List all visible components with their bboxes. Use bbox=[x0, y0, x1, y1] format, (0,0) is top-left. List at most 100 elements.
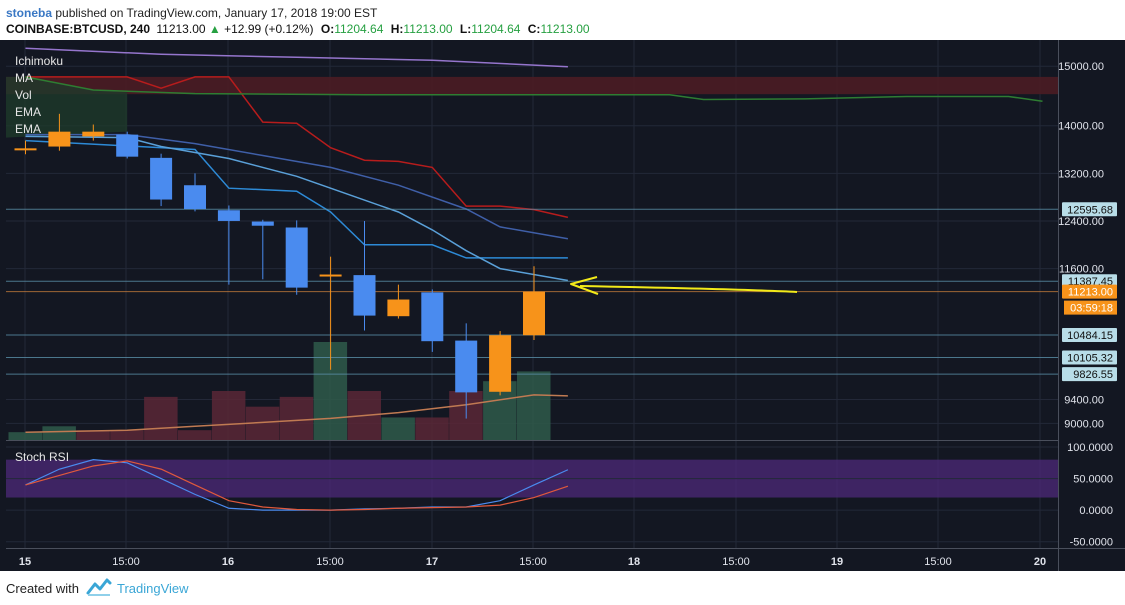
volume-bar bbox=[76, 430, 110, 440]
footer: Created with TradingView bbox=[0, 571, 1125, 605]
stoch-d-line bbox=[25, 460, 569, 511]
legend-ma[interactable]: MA bbox=[15, 71, 33, 85]
volume-bar bbox=[381, 417, 415, 440]
time-tick-label: 20 bbox=[1034, 556, 1046, 568]
time-tick-label: 15:00 bbox=[316, 556, 344, 568]
legend-ichimoku[interactable]: Ichimoku bbox=[15, 54, 64, 68]
price-label-box bbox=[1062, 284, 1117, 299]
volume-bar bbox=[415, 417, 449, 440]
price-tick-label: 15000.00 bbox=[1058, 61, 1104, 73]
candle-body bbox=[82, 131, 105, 137]
candle-body bbox=[455, 340, 478, 393]
time-tick-label: 18 bbox=[628, 556, 640, 568]
price-label: 12595.68 bbox=[1067, 204, 1113, 216]
volume-bar bbox=[211, 391, 246, 440]
high-value: 11213.00 bbox=[403, 22, 453, 36]
price-tick-label: 13200.00 bbox=[1058, 168, 1104, 180]
high-label: H: bbox=[390, 22, 404, 36]
candle-body bbox=[285, 227, 308, 288]
last-price: 11213.00 bbox=[156, 22, 206, 36]
change-value: +12.99 (+0.12%) bbox=[224, 22, 314, 36]
volume-bar bbox=[144, 396, 178, 440]
indicator-line-purple bbox=[25, 47, 568, 68]
volume-bar bbox=[279, 396, 314, 440]
volume-bar bbox=[517, 371, 551, 440]
annotation-arrow-head bbox=[570, 276, 599, 295]
price-tick-label: 14000.00 bbox=[1058, 121, 1104, 133]
candle-body bbox=[319, 274, 342, 277]
candle-body bbox=[48, 131, 71, 147]
publish-line: stoneba published on TradingView.com, Ja… bbox=[6, 6, 377, 20]
low-value: 11204.64 bbox=[471, 22, 521, 36]
candle-body bbox=[523, 291, 545, 336]
chart-header: stoneba published on TradingView.com, Ja… bbox=[0, 0, 1125, 40]
tradingview-brand-link[interactable]: TradingView bbox=[117, 581, 189, 596]
time-tick-label: 15:00 bbox=[924, 556, 952, 568]
price-tick-label: 12400.00 bbox=[1058, 216, 1104, 228]
stoch-k-line bbox=[25, 459, 569, 511]
price-tick-label: 9400.00 bbox=[1064, 395, 1104, 407]
annotation-arrow-shaft bbox=[579, 285, 798, 293]
ichimoku-cloud-green bbox=[6, 76, 128, 138]
candle-body bbox=[421, 292, 444, 342]
time-tick-label: 17 bbox=[426, 556, 438, 568]
candle-body bbox=[217, 210, 240, 221]
price-label: 9826.55 bbox=[1073, 369, 1113, 381]
price-tick-label: 11600.00 bbox=[1059, 264, 1104, 276]
volume-bar bbox=[42, 426, 76, 440]
time-tick-label: 15:00 bbox=[112, 556, 140, 568]
stoch-tick-label: -50.0000 bbox=[1070, 537, 1113, 549]
price-label: 10484.15 bbox=[1067, 330, 1113, 342]
price-label-box bbox=[1062, 350, 1117, 365]
price-label: 10105.32 bbox=[1067, 353, 1113, 365]
countdown-box bbox=[1064, 300, 1117, 315]
price-label-box bbox=[1062, 202, 1117, 217]
candle-body bbox=[14, 148, 37, 151]
stoch-tick-label: 50.0000 bbox=[1073, 474, 1113, 486]
time-tick-label: 16 bbox=[222, 556, 234, 568]
price-label: 11213.00 bbox=[1068, 287, 1113, 299]
candle-body bbox=[251, 221, 274, 226]
time-tick-label: 15:00 bbox=[722, 556, 750, 568]
created-with-text: Created with bbox=[6, 581, 79, 596]
indicator-line-vol_ma bbox=[25, 394, 568, 433]
stoch-rsi-label[interactable]: Stoch RSI bbox=[15, 450, 70, 464]
publish-info: published on TradingView.com, January 17… bbox=[52, 6, 378, 20]
indicator-line-red bbox=[25, 76, 569, 219]
close-label: C: bbox=[527, 22, 541, 36]
candle-body bbox=[489, 335, 512, 392]
open-value: 11204.64 bbox=[334, 22, 384, 36]
indicator-line-tenkan bbox=[25, 139, 568, 259]
legend-vol[interactable]: Vol bbox=[15, 88, 32, 102]
author-link[interactable]: stoneba bbox=[6, 6, 53, 20]
indicator-line-darkblue bbox=[25, 133, 569, 240]
time-axis-background bbox=[0, 548, 1125, 571]
candle-body bbox=[387, 299, 410, 317]
stoch-tick-label: 0.0000 bbox=[1079, 505, 1113, 517]
up-arrow-icon: ▲ bbox=[208, 22, 221, 36]
candle-body bbox=[353, 275, 376, 316]
candle-body bbox=[116, 134, 139, 157]
countdown-label: 03:59:18 bbox=[1070, 303, 1113, 315]
price-label-box bbox=[1062, 367, 1117, 382]
indicator-legend: Ichimoku MA Vol EMA EMA bbox=[15, 53, 63, 138]
time-tick-label: 15:00 bbox=[519, 556, 547, 568]
stoch-tick-label: 100.0000 bbox=[1067, 442, 1113, 454]
volume-bar bbox=[178, 430, 212, 440]
indicator-line-green bbox=[25, 76, 1043, 103]
low-label: L: bbox=[459, 22, 472, 36]
price-chart[interactable]: 15000.00 14000.00 13200.00 12400.00 11600.00… bbox=[0, 40, 1125, 571]
legend-ema-2[interactable]: EMA bbox=[15, 122, 42, 136]
volume-bar bbox=[8, 432, 42, 440]
price-tick-label: 9000.00 bbox=[1064, 418, 1104, 430]
tradingview-logo-icon bbox=[86, 578, 112, 596]
price-label-box bbox=[1062, 327, 1117, 342]
ichimoku-cloud bbox=[6, 76, 1058, 95]
candle-body bbox=[150, 157, 173, 200]
legend-ema-1[interactable]: EMA bbox=[15, 105, 42, 119]
symbol-line: COINBASE:BTCUSD, 240 11213.00 ▲ +12.99 (… bbox=[6, 22, 590, 36]
candle-body bbox=[184, 185, 206, 210]
time-tick-label: 15 bbox=[19, 556, 31, 568]
time-tick-label: 19 bbox=[831, 556, 843, 568]
symbol-name: COINBASE:BTCUSD, 240 bbox=[6, 22, 151, 36]
